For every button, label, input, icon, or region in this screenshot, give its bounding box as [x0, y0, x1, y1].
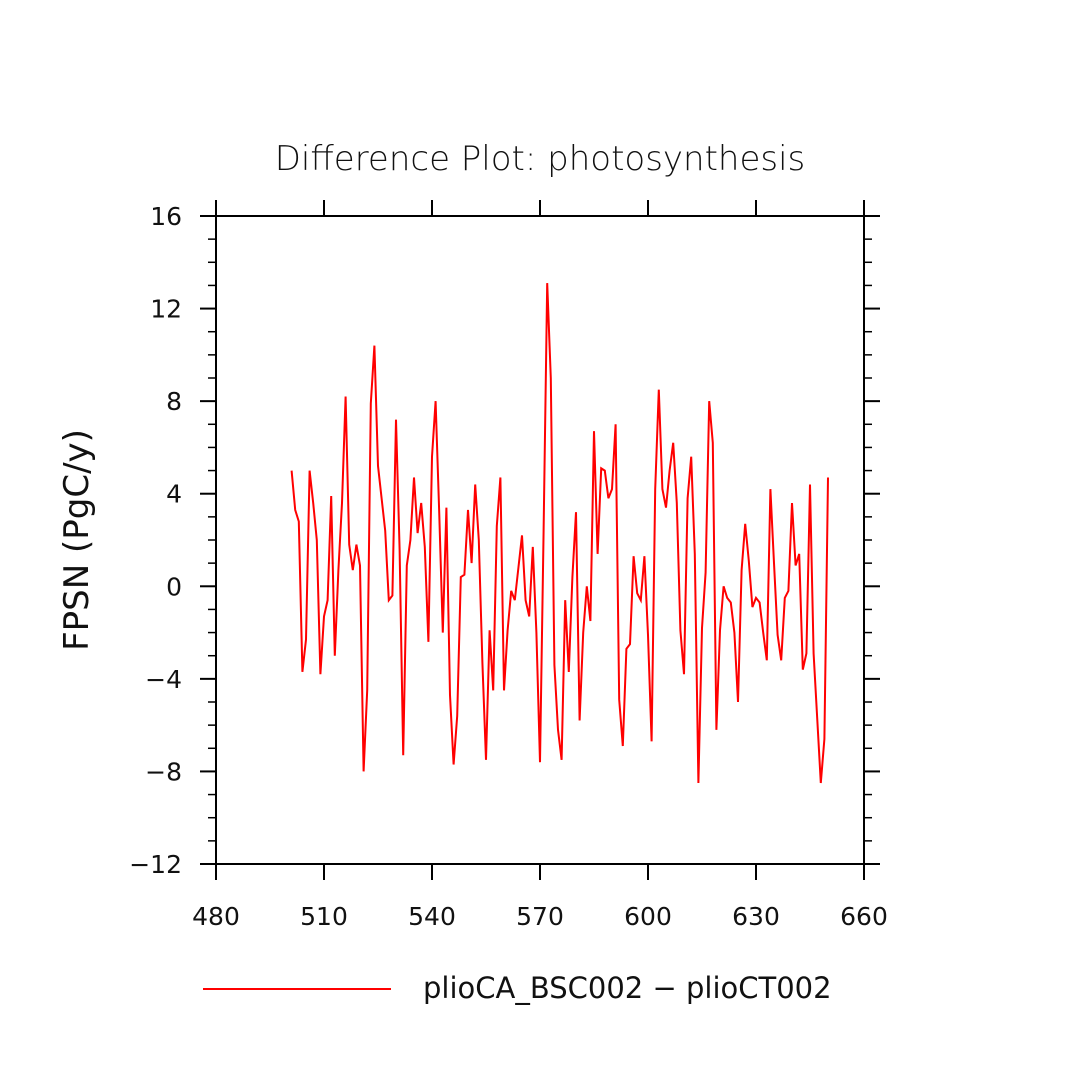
x-tick-label: 570: [516, 902, 564, 931]
x-tick-label: 510: [300, 902, 348, 931]
x-tick-label: 540: [408, 902, 456, 931]
y-axis-label: FPSN (PgC/y): [57, 429, 97, 651]
series-line: [290, 283, 829, 784]
y-tick-label: −8: [145, 757, 182, 786]
chart-title: Difference Plot: photosynthesis: [275, 139, 806, 179]
x-tick-label: 630: [732, 902, 780, 931]
y-axis: −12 −8 −4 0 4 8 12 16: [129, 202, 880, 879]
y-tick-label: 8: [166, 387, 182, 416]
y-tick-label: −12: [129, 850, 182, 879]
y-tick-label: 16: [150, 202, 182, 231]
y-tick-label: 4: [166, 480, 182, 509]
x-tick-label: 660: [840, 902, 888, 931]
plot-area: [215, 215, 865, 865]
plot-frame: [215, 215, 865, 865]
y-tick-label: −4: [145, 665, 182, 694]
x-axis: 480 510 540 570 600 630 660: [192, 200, 888, 931]
x-tick-label: 480: [192, 902, 240, 931]
y-tick-label: 0: [166, 572, 182, 601]
legend: plioCA_BSC002 − plioCT002: [203, 971, 832, 1005]
legend-label: plioCA_BSC002 − plioCT002: [423, 971, 832, 1005]
y-tick-label: 12: [150, 295, 182, 324]
x-tick-label: 600: [624, 902, 672, 931]
